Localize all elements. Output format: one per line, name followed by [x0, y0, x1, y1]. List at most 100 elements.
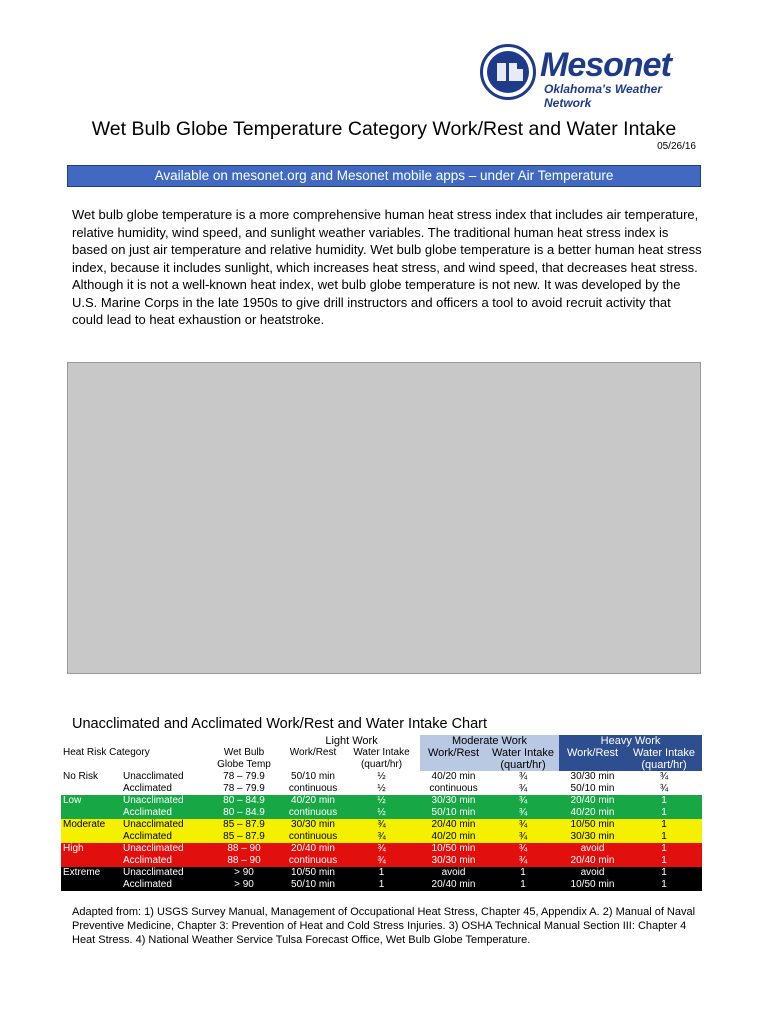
cell-li: 1 — [378, 879, 385, 890]
cell-hw: 30/30 min — [570, 831, 615, 842]
cell-temp: 88 – 90 — [227, 843, 261, 854]
cell-acc: Unacclimated — [123, 843, 184, 854]
cell-hi: 1 — [661, 879, 667, 890]
cell-mi: 1 — [520, 867, 526, 878]
cell-mw: 10/50 min — [431, 843, 476, 854]
table-row: Acclimated > 90 50/10 min 1 20/40 min 1 10/50 … — [61, 879, 703, 891]
cell-mi: ¾ — [518, 807, 528, 818]
cell-hi: ¾ — [659, 783, 669, 794]
mod-wr-header: Work/Rest — [420, 747, 488, 759]
cell-mw: 50/10 min — [431, 807, 476, 818]
cell-hi: 1 — [661, 831, 667, 842]
cell-cat — [61, 831, 121, 843]
cell-hw: 30/30 min — [570, 771, 615, 782]
cell-cat — [61, 879, 121, 891]
cell-acc: Unacclimated — [123, 867, 184, 878]
cell-temp: 80 – 84.9 — [223, 795, 265, 806]
heavy-work-header: Heavy Work — [559, 735, 703, 747]
cell-hw: avoid — [580, 843, 605, 854]
logo-wordmark: Mesonet — [540, 46, 672, 84]
table-row: Low Unacclimated 80 – 84.9 40/20 min ½ 30/30 … — [61, 795, 703, 807]
cell-acc: Acclimated — [123, 783, 172, 794]
cell-cat: No Risk — [63, 771, 99, 782]
cell-hi: 1 — [661, 807, 667, 818]
heavy-wi-header: Water Intake — [626, 747, 703, 759]
cell-acc: Acclimated — [123, 879, 172, 890]
cell-temp: > 90 — [234, 879, 254, 890]
cell-li: ¾ — [377, 843, 386, 854]
cell-hw: 50/10 min — [570, 783, 615, 794]
cell-mw: 20/40 min — [431, 819, 476, 830]
cell-li: ½ — [377, 771, 386, 782]
cell-hw: 10/50 min — [570, 879, 615, 890]
moderate-work-header: Moderate Work — [420, 735, 560, 747]
cell-acc: Acclimated — [123, 855, 172, 866]
cell-cat: Extreme — [63, 867, 101, 878]
cell-acc: Unacclimated — [123, 795, 184, 806]
cell-cat — [61, 783, 121, 795]
wbgt-col-header-2: Globe Temp — [217, 759, 271, 770]
cell-mi: ¾ — [518, 795, 528, 806]
table-row: Acclimated 78 – 79.9 continuous ½ continuous… — [61, 783, 703, 795]
cell-hi: 1 — [661, 819, 667, 830]
intro-paragraph: Wet bulb globe temperature is a more com… — [72, 207, 702, 327]
cell-hw: 10/50 min — [570, 819, 615, 830]
wbgt-col-header: Wet Bulb — [223, 747, 265, 758]
cell-mw: 40/20 min — [431, 831, 476, 842]
cell-mw: 40/20 min — [431, 771, 476, 782]
heavy-wi-unit: (quart/hr) — [626, 759, 703, 771]
cell-lw: 10/50 min — [291, 867, 335, 878]
availability-banner: Available on mesonet.org and Mesonet mob… — [67, 165, 701, 187]
cell-mi: ¾ — [518, 783, 528, 794]
mesonet-logo: Mesonet Oklahoma's Weather Network — [476, 40, 712, 110]
mod-wi-unit: (quart/hr) — [487, 759, 560, 771]
cell-hw: avoid — [580, 867, 605, 878]
cell-acc: Unacclimated — [123, 771, 184, 782]
cell-mw: continuous — [429, 783, 478, 794]
cell-lw: continuous — [288, 783, 338, 794]
cell-mw: 30/30 min — [431, 795, 476, 806]
cell-acc: Acclimated — [123, 807, 172, 818]
footnote: Adapted from: 1) USGS Survey Manual, Man… — [72, 906, 696, 946]
cell-hw: 20/40 min — [570, 795, 615, 806]
cell-hw: 40/20 min — [570, 807, 615, 818]
cell-temp: > 90 — [234, 867, 254, 878]
cell-mi: ¾ — [518, 843, 528, 854]
cell-hi: 1 — [661, 855, 667, 866]
globe-icon — [480, 44, 536, 100]
cell-hi: 1 — [661, 867, 667, 878]
cell-mw: 20/40 min — [431, 879, 476, 890]
cell-lw: 50/10 min — [291, 771, 335, 782]
table-row: Acclimated 85 – 87.9 continuous ¾ 40/20 min ¾… — [61, 831, 703, 843]
cell-hi: ¾ — [659, 771, 669, 782]
cell-lw: 40/20 min — [291, 795, 335, 806]
light-wr-header: Work/Rest — [289, 747, 337, 758]
heavy-wr-header: Work/Rest — [559, 747, 627, 759]
table-row: No Risk Unacclimated 78 – 79.9 50/10 min ½ 40… — [61, 771, 703, 783]
cell-temp: 85 – 87.9 — [223, 831, 265, 842]
cell-li: ¾ — [377, 831, 386, 842]
cell-li: ¾ — [377, 855, 386, 866]
cell-temp: 78 – 79.9 — [223, 771, 265, 782]
cell-acc: Acclimated — [123, 831, 172, 842]
cell-lw: 50/10 min — [291, 879, 335, 890]
table-row: Acclimated 80 – 84.9 continuous ½ 50/10 min ¾… — [61, 807, 703, 819]
cell-li: ¾ — [377, 819, 386, 830]
cell-cat — [61, 807, 121, 819]
cell-mi: ¾ — [518, 831, 528, 842]
table-row: Extreme Unacclimated > 90 10/50 min 1 avoid 1 a… — [61, 867, 703, 879]
cell-acc: Unacclimated — [123, 819, 184, 830]
page-title: Wet Bulb Globe Temperature Category Work… — [91, 118, 677, 140]
table-row: Acclimated 88 – 90 continuous ¾ 30/30 min ¾ 20… — [61, 855, 703, 867]
cell-cat: Moderate — [63, 819, 106, 830]
cell-li: ½ — [377, 807, 386, 818]
cell-cat: Low — [63, 795, 82, 806]
cell-li: ½ — [377, 795, 386, 806]
light-work-header: Light Work — [283, 735, 421, 747]
cell-cat: High — [63, 843, 84, 854]
cell-lw: continuous — [288, 831, 338, 842]
wbgt-risk-map-placeholder — [67, 362, 701, 674]
work-rest-table: Light Work Moderate Work Heavy Work Heat… — [61, 735, 703, 891]
cell-mi: ¾ — [518, 771, 528, 782]
cell-mw: 30/30 min — [431, 855, 476, 866]
